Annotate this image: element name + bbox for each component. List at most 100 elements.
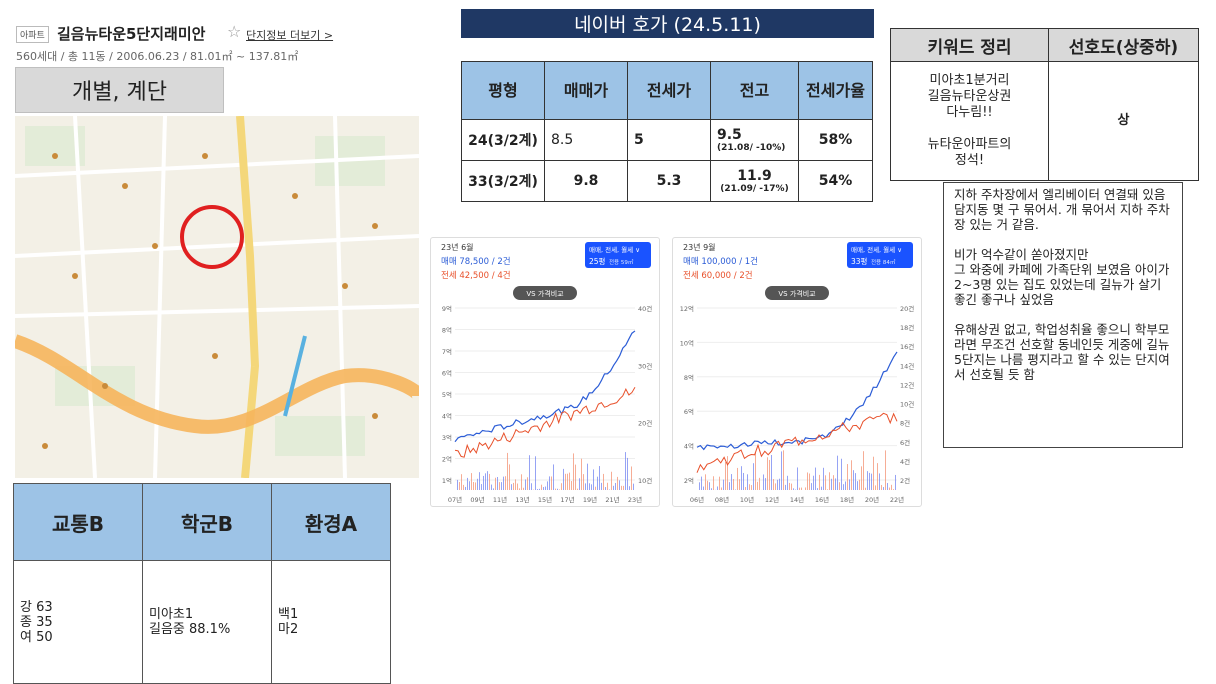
y-axis-right-tick: 14건 bbox=[900, 361, 914, 370]
x-axis-tick: 10년 bbox=[740, 495, 754, 504]
property-type-tag: 아파트 bbox=[16, 26, 49, 43]
deal-type-selector-label: 매매, 전세, 월세 ∨ bbox=[851, 245, 902, 254]
volume-bar bbox=[815, 467, 816, 490]
volume-bar bbox=[613, 485, 614, 490]
complex-info-link[interactable]: 단지정보 더보기 > bbox=[246, 29, 334, 42]
deal-type-selector[interactable] bbox=[585, 242, 651, 268]
volume-bar bbox=[713, 476, 714, 490]
vs-compare-label: VS 가격비교 bbox=[778, 289, 816, 298]
price-row: 24(3/2계) 8.5 5 9.5 (21.08/ -10%) 58% bbox=[461, 119, 873, 161]
volume-bar bbox=[515, 479, 516, 490]
volume-bar bbox=[703, 486, 704, 490]
y-axis-right-tick: 8건 bbox=[900, 419, 910, 428]
volume-bar bbox=[831, 478, 832, 490]
chart-date: 23년 6월 bbox=[441, 242, 474, 252]
x-axis-tick: 13년 bbox=[515, 495, 529, 504]
volume-bar bbox=[895, 474, 896, 490]
volume-bar bbox=[749, 484, 750, 490]
volume-bar bbox=[881, 484, 882, 490]
volume-bar bbox=[555, 488, 556, 490]
volume-bar bbox=[721, 487, 722, 490]
price-sale: 8.5 bbox=[544, 119, 628, 161]
y-axis-right-tick: 16건 bbox=[900, 342, 914, 351]
volume-bar bbox=[779, 478, 780, 490]
volume-bar bbox=[535, 456, 536, 490]
y-axis-left-tick: 1억 bbox=[442, 477, 452, 485]
volume-bar bbox=[561, 483, 562, 490]
x-axis-tick: 23년 bbox=[628, 495, 642, 504]
y-axis-left-tick: 5억 bbox=[442, 391, 452, 399]
y-axis-left-tick: 6억 bbox=[442, 370, 452, 378]
area-exclusive-label: 전용 59㎡ bbox=[609, 258, 634, 266]
volume-bar bbox=[725, 462, 726, 490]
y-axis-left-tick: 2억 bbox=[442, 456, 452, 464]
volume-bar bbox=[751, 485, 752, 490]
y-axis-left-tick: 10억 bbox=[680, 339, 694, 347]
grade-cell-school: 미아초1 길음중 88.1% bbox=[142, 560, 272, 684]
volume-bar bbox=[571, 481, 572, 490]
volume-bar bbox=[529, 455, 530, 490]
y-axis-left-tick: 12억 bbox=[680, 305, 694, 313]
volume-bar bbox=[745, 487, 746, 490]
chart-sale-summary: 매매 100,000 / 1건 bbox=[683, 256, 758, 267]
volume-bar bbox=[493, 488, 494, 490]
y-axis-left-tick: 8억 bbox=[684, 374, 694, 382]
volume-bar bbox=[497, 477, 498, 490]
map-graphic bbox=[15, 116, 419, 478]
vs-compare-button[interactable] bbox=[765, 286, 829, 300]
apartment-title: 길음뉴타운5단지래미안 bbox=[57, 25, 206, 43]
volume-bar bbox=[621, 485, 622, 490]
volume-bar bbox=[789, 482, 790, 490]
preference-header: 선호도(상중하) bbox=[1048, 28, 1199, 62]
grade-table: 교통B 학군B 환경A 강 63 종 35 여 50 미아초1 길음중 88.1… bbox=[13, 483, 391, 684]
price-row: 33(3/2계) 9.8 5.3 11.9 (21.09/ -17%) 54% bbox=[461, 160, 873, 202]
site-visit-memo: 지하 주차장에서 엘리베이터 연결돼 있음 담지동 몇 구 묶어서. 개 묶어서… bbox=[943, 182, 1183, 448]
price-chart-panel-33: 23년 9월 매매 100,000 / 1건 전세 60,000 / 2건 매매, 전… bbox=[672, 237, 922, 507]
volume-bar bbox=[551, 476, 552, 490]
volume-bar bbox=[705, 474, 706, 490]
jeonse-price-line bbox=[696, 412, 898, 473]
volume-bar bbox=[477, 478, 478, 490]
volume-bar bbox=[597, 476, 598, 490]
price-high-cell: 11.9 (21.09/ -17%) bbox=[710, 160, 799, 202]
volume-bar bbox=[827, 489, 828, 490]
volume-bar bbox=[891, 484, 892, 490]
price-header-type: 평형 bbox=[461, 61, 545, 120]
volume-bar bbox=[707, 480, 708, 490]
volume-bar bbox=[743, 472, 744, 490]
volume-bar bbox=[709, 482, 710, 490]
volume-bar bbox=[625, 452, 626, 490]
chart-sale-summary: 매매 78,500 / 2건 bbox=[441, 256, 511, 267]
volume-bar bbox=[759, 477, 760, 490]
volume-bar bbox=[807, 472, 808, 490]
area-exclusive-label: 전용 84㎡ bbox=[871, 258, 896, 266]
x-axis-tick: 22년 bbox=[890, 495, 904, 504]
volume-bar bbox=[747, 474, 748, 490]
volume-bar bbox=[547, 481, 548, 490]
volume-bar bbox=[817, 488, 818, 490]
volume-bar bbox=[805, 487, 806, 490]
area-map[interactable] bbox=[15, 116, 419, 478]
price-high-note: (21.08/ -10%) bbox=[717, 143, 786, 153]
favorite-star-icon[interactable]: ☆ bbox=[227, 22, 242, 41]
volume-bar bbox=[539, 488, 540, 490]
volume-bar bbox=[737, 467, 738, 490]
volume-bar bbox=[549, 476, 550, 490]
grade-header-environment: 환경A bbox=[271, 483, 391, 561]
deal-type-selector[interactable] bbox=[847, 242, 913, 268]
volume-bar bbox=[483, 475, 484, 490]
vs-compare-button[interactable] bbox=[513, 286, 577, 300]
area-size-label: 33평 bbox=[851, 256, 867, 266]
volume-bar bbox=[595, 486, 596, 490]
price-chart-panel-25: 23년 6월 매매 78,500 / 2건 전세 42,500 / 4건 매매, 전세… bbox=[430, 237, 660, 507]
volume-bar bbox=[843, 484, 844, 490]
volume-bar bbox=[731, 474, 732, 490]
area-size-label: 25평 bbox=[589, 256, 605, 266]
volume-bar bbox=[813, 475, 814, 490]
price-type: 24(3/2계) bbox=[461, 119, 545, 161]
volume-bar bbox=[793, 488, 794, 490]
volume-bar bbox=[467, 477, 468, 490]
volume-bar bbox=[511, 484, 512, 490]
volume-bar bbox=[851, 460, 852, 490]
price-sale: 9.8 bbox=[544, 160, 628, 202]
